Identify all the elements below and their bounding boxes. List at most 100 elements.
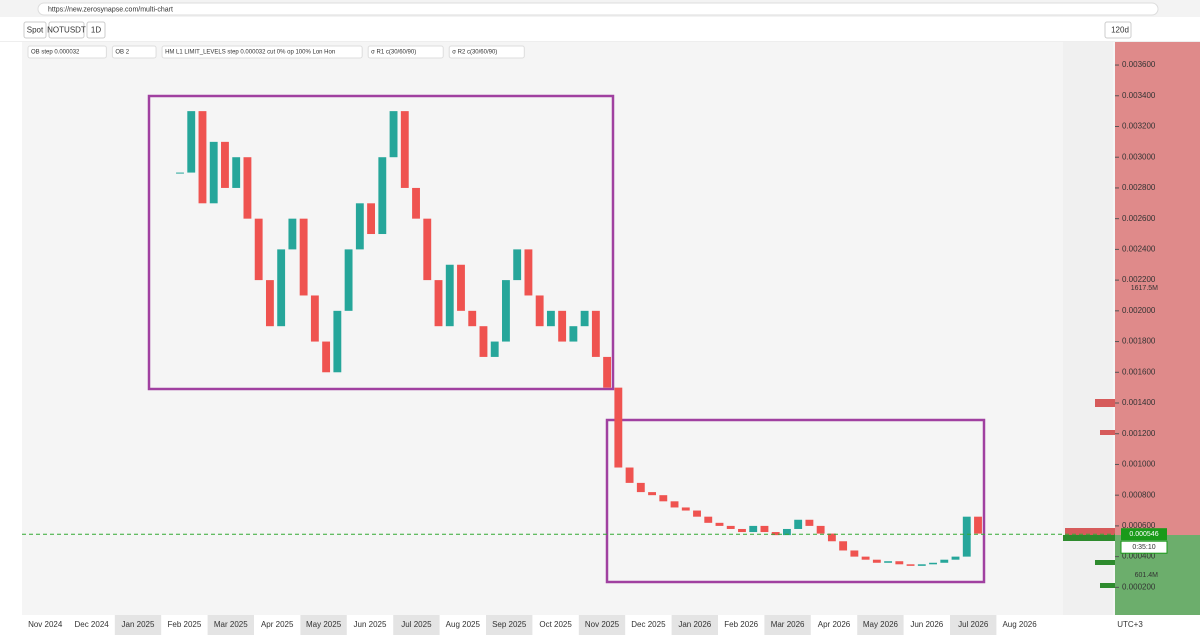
range-button[interactable] — [1104, 21, 1132, 39]
x-tick-label: May 2026 — [863, 620, 899, 629]
candle — [243, 157, 252, 219]
candle — [355, 203, 364, 250]
plot-area — [22, 42, 1115, 615]
candle — [254, 218, 263, 281]
candle — [445, 264, 454, 327]
x-tick-label: Jan 2026 — [678, 620, 711, 629]
y-tick-label: 0.001800 — [1122, 337, 1156, 346]
candle — [726, 525, 735, 529]
candle — [749, 525, 758, 533]
sell-volume — [1115, 42, 1200, 535]
candle — [288, 218, 297, 250]
indicator-chip — [367, 45, 444, 59]
timezone: UTC+3 — [1117, 620, 1143, 629]
candle — [670, 501, 679, 508]
volume-label: 1617.5M — [1131, 285, 1158, 292]
y-tick-label: 0.001400 — [1122, 398, 1156, 407]
time-band — [300, 615, 347, 635]
x-tick-label: Nov 2024 — [28, 620, 63, 629]
y-tick-label: 0.002400 — [1122, 244, 1156, 253]
market-button[interactable] — [23, 21, 47, 39]
candle — [760, 525, 769, 533]
x-tick-label: Nov 2025 — [585, 620, 620, 629]
y-tick-label: 0.001600 — [1122, 367, 1156, 376]
y-tick-label: 0.001200 — [1122, 429, 1156, 438]
countdown: 0:35:10 — [1132, 544, 1155, 551]
candle — [861, 556, 870, 560]
indicator-chip — [27, 45, 107, 59]
candle — [412, 187, 420, 219]
x-tick-label: Jul 2026 — [958, 620, 989, 629]
candle — [322, 341, 331, 373]
candle — [974, 516, 982, 534]
candle — [648, 492, 656, 496]
candle — [884, 561, 893, 563]
x-tick-label: Feb 2025 — [167, 620, 201, 629]
candle — [917, 564, 926, 566]
time-band — [764, 615, 811, 635]
price-tag — [1121, 528, 1167, 541]
url: https://new.zerosynapse.com/multi-chart — [48, 6, 173, 13]
y-tick-label: 0.003000 — [1122, 152, 1156, 161]
candle — [310, 295, 319, 342]
x-tick-label: Apr 2026 — [818, 620, 851, 629]
candle — [794, 519, 803, 529]
x-tick-label: Aug 2026 — [1002, 620, 1037, 629]
candle — [187, 111, 196, 173]
candle — [614, 387, 623, 468]
candle — [423, 218, 432, 281]
candle — [693, 510, 701, 517]
sidebar — [0, 42, 22, 142]
y-tick-label: 0.000800 — [1122, 490, 1156, 499]
x-tick-label: Jun 2025 — [354, 620, 387, 629]
time-band — [393, 615, 440, 635]
candle — [400, 111, 409, 188]
y-tick-label: 0.003400 — [1122, 91, 1156, 100]
indicator-label: σ R2 c(30/60/90) — [452, 50, 497, 56]
candle — [546, 310, 555, 327]
x-tick-label: Apr 2025 — [261, 620, 294, 629]
address-bar[interactable] — [37, 2, 1159, 16]
x-tick-label: Dec 2025 — [631, 620, 666, 629]
candle — [636, 482, 645, 493]
candle — [569, 326, 578, 342]
candle — [681, 507, 690, 511]
time-band — [486, 615, 533, 635]
symbol-button[interactable] — [48, 21, 85, 39]
candle — [457, 264, 465, 311]
indicator-label: HM L1 LIMIT_LEVELS step 0.000032 cut 0% … — [165, 50, 335, 56]
candle — [367, 203, 376, 235]
candle — [434, 280, 443, 327]
candle — [872, 559, 881, 563]
time-band — [114, 615, 162, 635]
y-tick-label: 0.002200 — [1122, 275, 1156, 284]
x-tick-label: Mar 2025 — [214, 620, 248, 629]
indicator-label: OB 2 — [115, 50, 129, 56]
time-band — [671, 615, 718, 635]
indicator-chip — [448, 45, 525, 59]
x-tick-label: Sep 2025 — [492, 620, 527, 629]
volume-profile — [1063, 42, 1113, 615]
candle — [704, 516, 713, 523]
range-box — [605, 418, 986, 584]
candle — [715, 522, 724, 526]
y-tick-label: 0.003600 — [1122, 60, 1156, 69]
candle — [389, 111, 398, 158]
volume-label: 601.4M — [1135, 572, 1159, 579]
candle — [850, 550, 859, 557]
candle — [232, 157, 241, 188]
indicator-legend: OB step 0.000032 OB 2 HM L1 LIMIT_LEVELS s… — [27, 45, 525, 59]
candle — [535, 295, 544, 327]
x-tick-label: May 2025 — [306, 620, 342, 629]
time-band — [207, 615, 254, 635]
x-tick-label: Oct 2025 — [539, 620, 572, 629]
interval-button[interactable] — [86, 21, 106, 39]
candle — [198, 111, 207, 204]
candle — [513, 249, 522, 281]
candle — [344, 249, 353, 311]
candle — [929, 562, 937, 565]
toolbar — [0, 17, 1200, 42]
candle — [490, 341, 499, 357]
